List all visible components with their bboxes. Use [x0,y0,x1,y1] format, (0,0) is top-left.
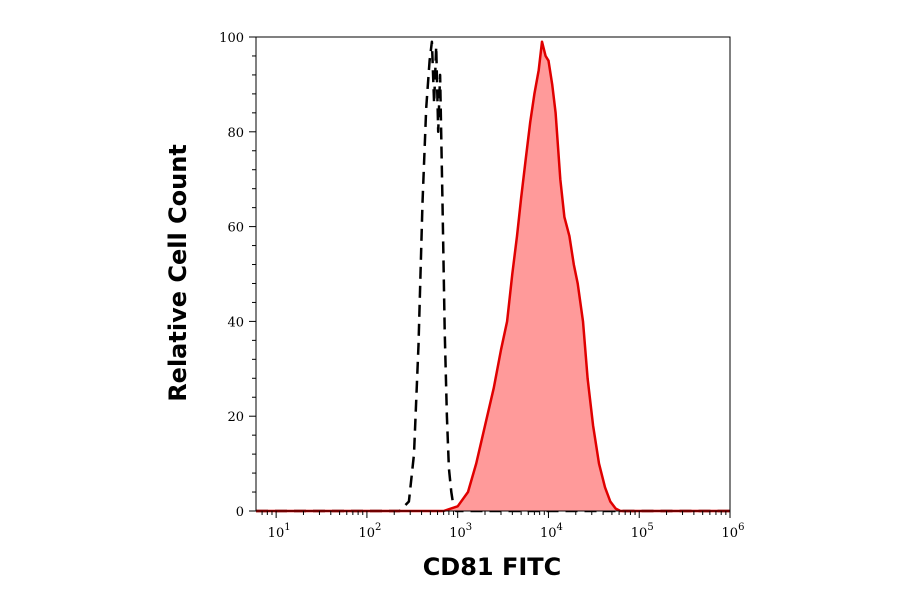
y-tick-label: 20 [227,410,244,425]
plot-frame [255,36,731,512]
x-tick-label: 104 [540,522,563,541]
x-tick-label: 102 [358,522,381,541]
y-tick-label: 0 [236,505,244,520]
x-axis: 101 102 103 104 105 106 [261,511,745,541]
plot-area [256,40,730,513]
x-tick-label: 101 [268,522,291,541]
x-tick-label: 106 [722,522,745,541]
series-line-1 [256,40,730,513]
y-tick-label: 40 [227,315,244,330]
y-tick-label: 80 [227,126,244,141]
y-tick-label: 60 [227,221,244,236]
y-axis-title: Relative Cell Count [164,144,192,402]
x-axis-title: CD81 FITC [423,553,562,581]
y-axis: 0 20 40 60 80 100 [219,31,256,520]
y-tick-label: 100 [219,31,244,46]
x-tick-label: 103 [449,522,472,541]
x-tick-label: 105 [631,522,654,541]
series-fill-1 [256,41,730,511]
